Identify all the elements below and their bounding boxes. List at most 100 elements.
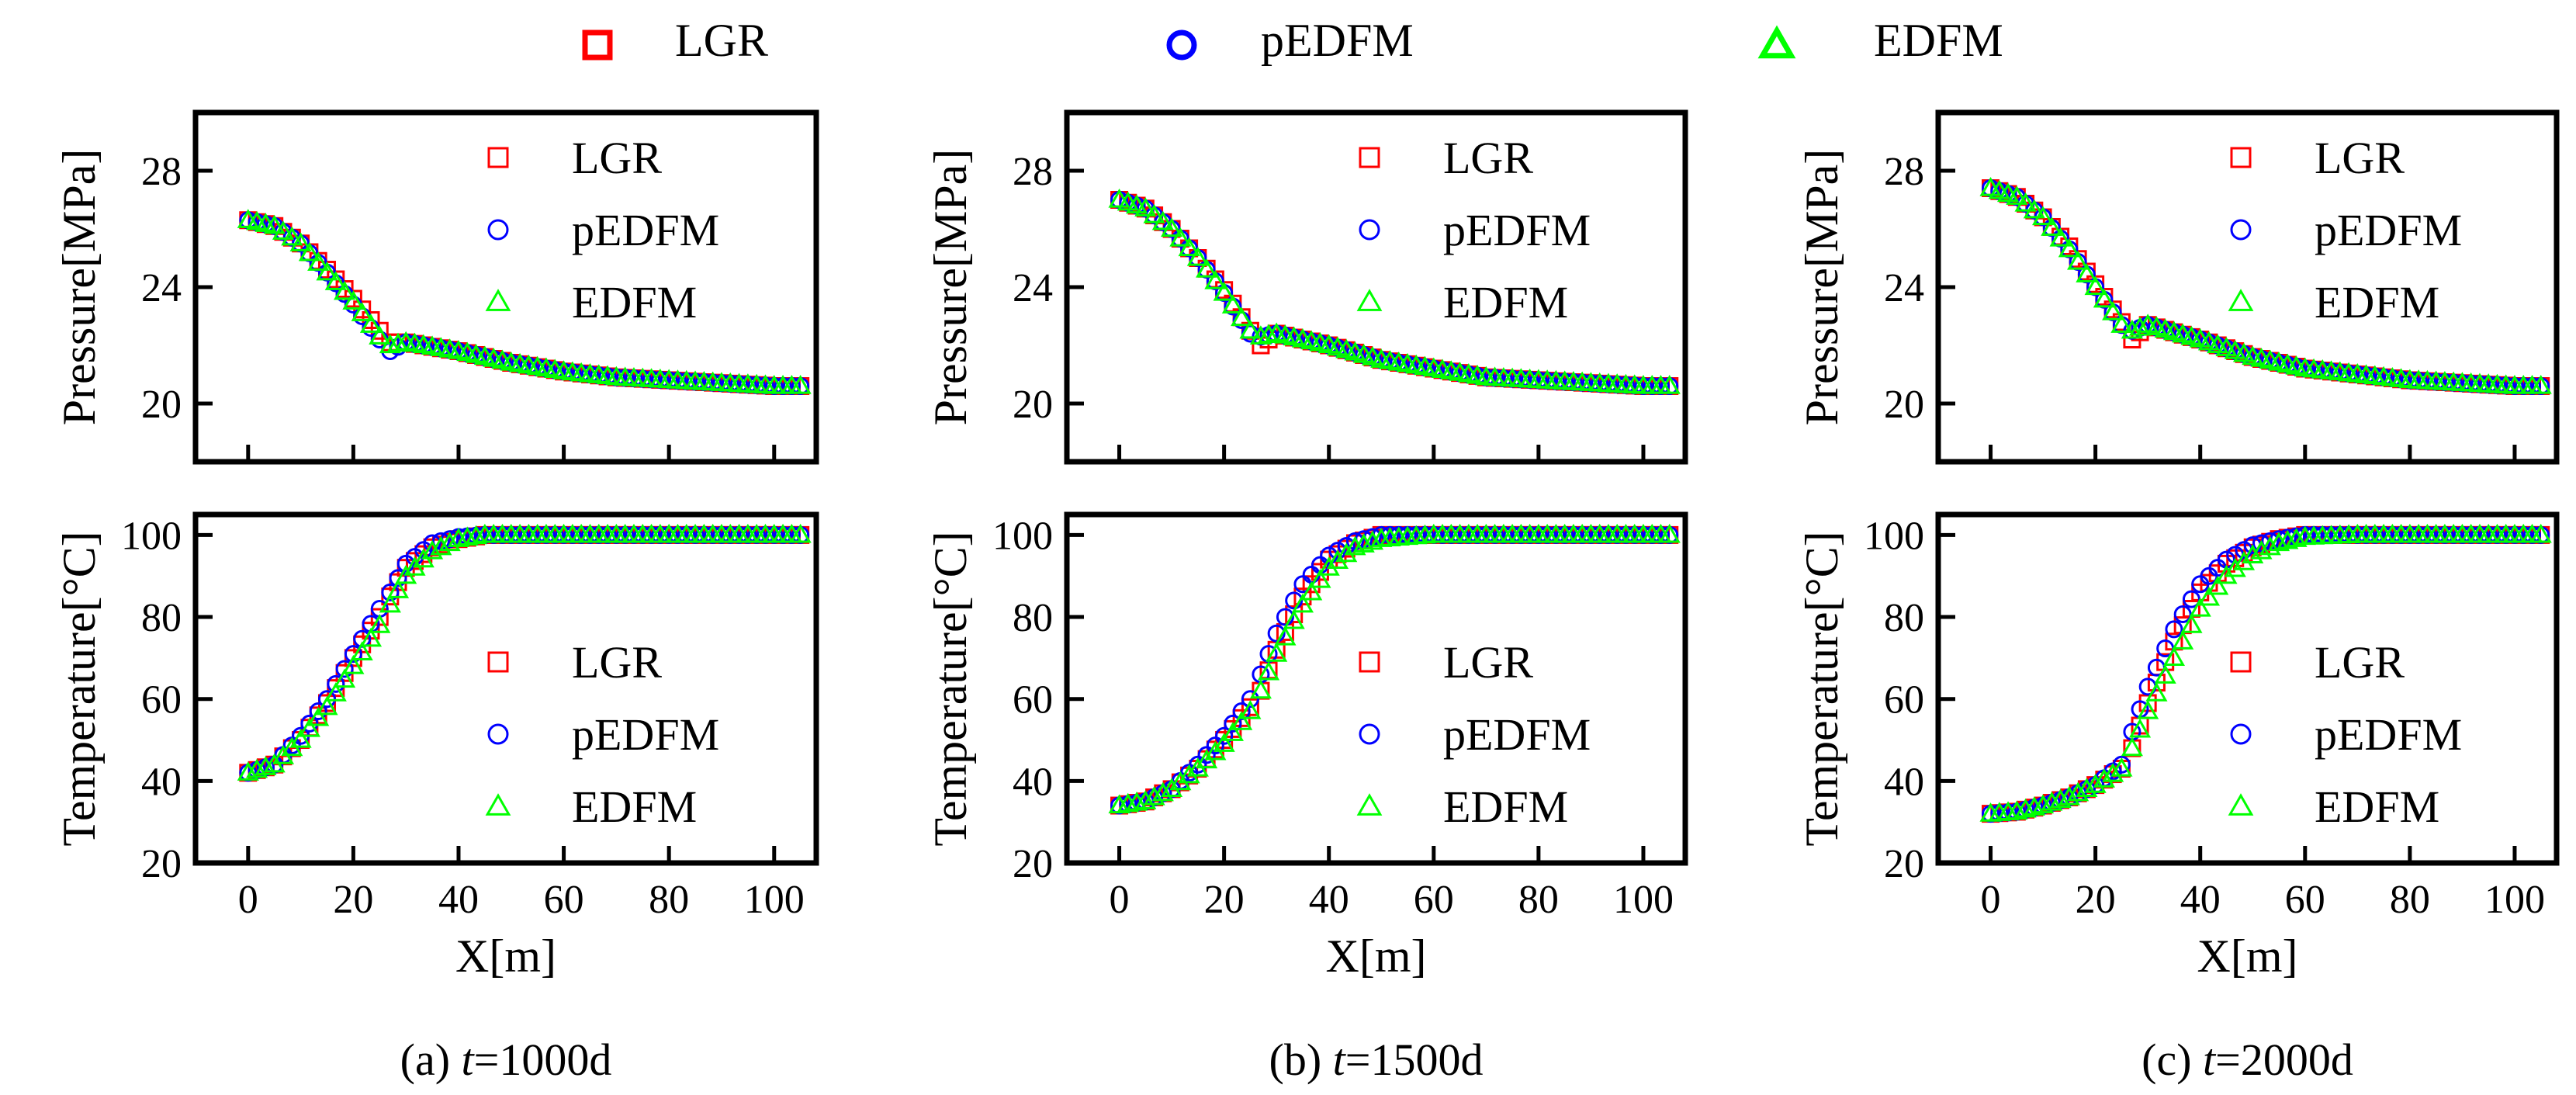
y-tick-label: 100 [992, 514, 1053, 558]
data-point-edfm [2145, 682, 2168, 702]
data-point-edfm [2207, 575, 2229, 595]
y-tick-label: 24 [1884, 266, 1924, 310]
axes-frame [1064, 109, 1688, 465]
data-point-edfm [789, 374, 812, 394]
data-point-pedfm [1276, 608, 1294, 626]
panel-legend: LGR pEDFM EDFM [2228, 133, 2462, 327]
data-point-edfm [1291, 593, 1314, 613]
data-point-edfm [324, 271, 347, 290]
y-tick-label: 60 [1013, 678, 1053, 722]
circle-legend-icon [2230, 219, 2252, 241]
data-point-pedfm [389, 569, 407, 587]
data-point-edfm [1283, 609, 1305, 629]
data-point-edfm [1309, 568, 1331, 588]
data-point-edfm [2180, 614, 2203, 633]
y-tick-label: 20 [1884, 383, 1924, 427]
data-point-pedfm [2252, 534, 2271, 553]
data-point-edfm [246, 758, 268, 778]
figure-legend-item: EDFM [1757, 15, 2003, 66]
panel-legend-label: LGR [2315, 133, 2405, 183]
data-point-edfm [1178, 237, 1200, 257]
panel-legend-label: EDFM [2315, 277, 2439, 327]
x-axis-label: X[m] [1326, 930, 1427, 982]
data-point-edfm [1361, 530, 1384, 550]
data-point-edfm [2084, 774, 2107, 793]
data-point-pedfm [2182, 590, 2200, 608]
data-point-edfm [1151, 210, 1174, 230]
data-point-edfm [2172, 630, 2194, 650]
x-tick-label: 20 [1204, 878, 1245, 922]
data-series-group [1108, 523, 1681, 815]
data-point-lgr [1285, 605, 1304, 624]
circle-legend-icon [487, 219, 509, 241]
data-point-lgr [1241, 698, 1259, 716]
y-tick-label: 80 [1013, 596, 1053, 640]
data-point-edfm [2224, 339, 2246, 359]
square-legend-icon [487, 147, 509, 168]
square-legend-icon [2230, 147, 2252, 168]
data-point-edfm [1151, 781, 1174, 802]
circle-legend-icon [487, 723, 509, 745]
x-tick-label: 80 [2390, 878, 2430, 922]
data-point-edfm [2250, 540, 2273, 560]
y-tick-label: 20 [1013, 842, 1053, 886]
data-point-edfm [2110, 757, 2133, 777]
panel-legend-label: EDFM [572, 781, 697, 832]
panel-legend-label: pEDFM [1443, 709, 1591, 760]
panel-legend-label: LGR [2315, 637, 2405, 688]
chart-panel-c-temperature: 0 20 40 60 80 100 20 40 60 80 100 Temperature[°C] X[… [1796, 511, 2560, 982]
data-point-edfm [289, 232, 312, 251]
data-point-edfm [2031, 206, 2055, 226]
data-point-pedfm [381, 583, 400, 601]
data-point-edfm [1658, 523, 1681, 543]
x-tick-label: 20 [333, 878, 373, 922]
data-point-edfm [2162, 646, 2186, 667]
chart-panel-a-pressure: 20 24 28 Pressure[MPa] LGR pEDFM EDFM [54, 109, 819, 465]
square-marker-icon [582, 29, 613, 61]
data-point-edfm [298, 241, 320, 262]
y-tick-label: 60 [1884, 678, 1924, 722]
data-point-edfm [1231, 307, 1253, 327]
data-point-edfm [2102, 300, 2124, 321]
data-point-edfm [1108, 188, 1130, 208]
y-tick-label: 40 [1884, 760, 1924, 804]
data-point-edfm [1988, 179, 2010, 199]
data-point-edfm [2267, 532, 2290, 552]
panel-legend: LGR pEDFM EDFM [1356, 133, 1591, 327]
x-tick-label: 60 [2285, 878, 2325, 922]
data-point-edfm [2110, 314, 2133, 333]
data-point-pedfm [2165, 620, 2183, 639]
data-point-edfm [334, 280, 356, 300]
x-tick-label: 100 [744, 878, 805, 922]
data-point-edfm [2215, 337, 2238, 356]
data-point-edfm [2128, 316, 2152, 336]
data-point-edfm [281, 226, 303, 246]
data-point-pedfm [2173, 605, 2192, 624]
data-point-edfm [2041, 217, 2063, 236]
data-point-edfm [2259, 535, 2281, 556]
data-point-lgr [2156, 653, 2175, 671]
y-tick-label: 100 [121, 514, 182, 558]
data-point-edfm [369, 614, 391, 633]
triangle-legend-icon [2228, 793, 2254, 816]
x-tick-label: 80 [1518, 878, 1559, 922]
triangle-legend-icon [1356, 793, 1383, 816]
square-legend-icon [1359, 147, 1380, 168]
panel-legend-label: pEDFM [1443, 205, 1591, 255]
data-point-edfm [1134, 197, 1157, 217]
panel-legend: LGR pEDFM EDFM [485, 637, 719, 832]
data-point-edfm [1221, 294, 1244, 314]
chart-panel-b-pressure: 20 24 28 Pressure[MPa] LGR pEDFM EDFM [925, 109, 1688, 465]
y-tick-label: 40 [1013, 760, 1053, 804]
chart-panel-a-temperature: 0 20 40 60 80 100 20 40 60 80 100 Temperature[°C] X[… [54, 511, 819, 982]
y-tick-label: 20 [1884, 842, 1924, 886]
panel-legend-label: LGR [1443, 133, 1533, 183]
y-tick-label: 80 [141, 596, 182, 640]
data-point-edfm [324, 682, 347, 702]
y-axis-label: Temperature[°C] [54, 531, 105, 846]
data-point-edfm [379, 334, 401, 354]
data-series-group [237, 209, 812, 395]
figure-legend-item: pEDFM [1166, 15, 1414, 66]
data-point-edfm [2049, 788, 2072, 809]
data-point-edfm [2006, 800, 2028, 820]
